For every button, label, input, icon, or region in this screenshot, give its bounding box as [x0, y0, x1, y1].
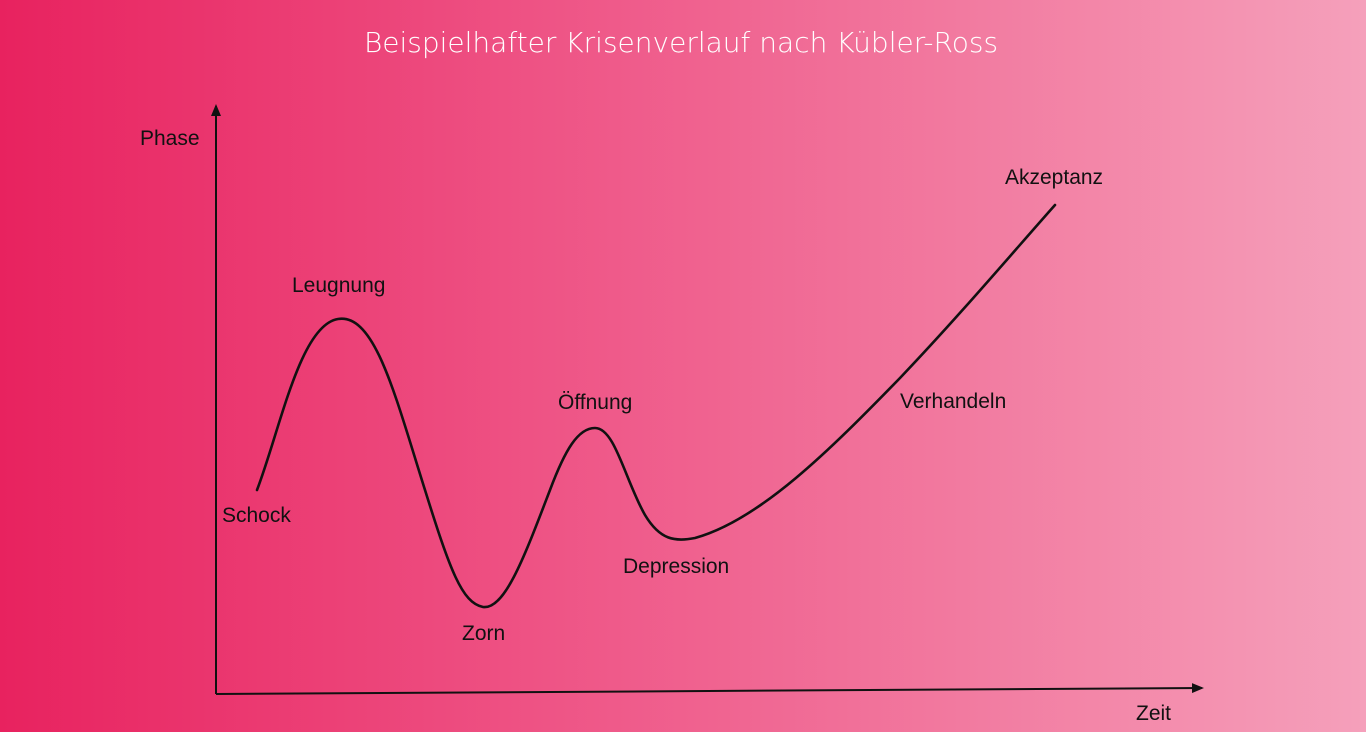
x-axis-label: Zeit: [1136, 702, 1171, 725]
phase-label-zorn: Zorn: [462, 622, 505, 645]
y-axis-label: Phase: [140, 127, 200, 150]
phase-label-akzeptanz: Akzeptanz: [1005, 166, 1103, 189]
page-title: Beispielhafter Krisenverlauf nach Kübler…: [364, 26, 998, 59]
phase-label-schock: Schock: [222, 504, 291, 527]
phase-label-verhandeln: Verhandeln: [900, 390, 1006, 413]
phase-label-oeffnung: Öffnung: [558, 391, 632, 414]
phase-label-leugnung: Leugnung: [292, 274, 385, 297]
crisis-curve: [255, 203, 1057, 609]
phase-label-depression: Depression: [623, 555, 729, 578]
x-axis: [215, 683, 1204, 695]
